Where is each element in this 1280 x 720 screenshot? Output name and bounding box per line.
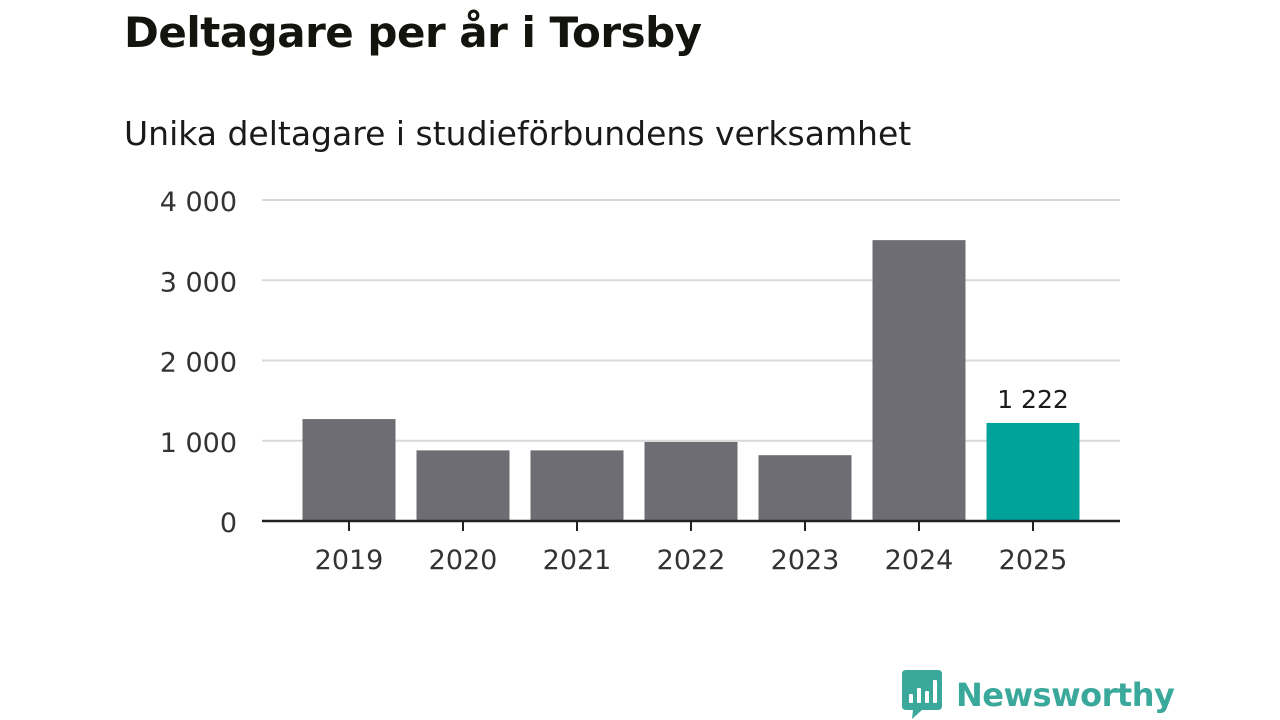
x-tick-label: 2021 xyxy=(543,545,612,576)
x-tick-label: 2019 xyxy=(315,545,384,576)
logo-text: Newsworthy xyxy=(956,676,1175,714)
bar-2023 xyxy=(758,455,852,521)
bar-chart-speech-bubble-icon xyxy=(902,670,942,719)
bar-chart: 0 1 000 2 000 3 000 4 000 2019 2020 2021 2022 202… xyxy=(160,187,1120,576)
x-tick-label: 2024 xyxy=(885,545,954,576)
bar-2019 xyxy=(302,419,396,521)
bar-2025 xyxy=(986,422,1080,521)
bar-2024 xyxy=(872,240,966,521)
x-tick-label: 2020 xyxy=(429,545,498,576)
chart-title: Deltagare per år i Torsby xyxy=(124,8,702,57)
newsworthy-logo: Newsworthy xyxy=(902,670,1175,720)
x-tick-label: 2022 xyxy=(657,545,726,576)
y-tick-label: 0 xyxy=(220,508,237,539)
data-label: 1 222 xyxy=(997,385,1069,414)
y-tick-label: 3 000 xyxy=(160,267,237,298)
x-tick-label: 2023 xyxy=(771,545,840,576)
chart-subtitle: Unika deltagare i studieförbundens verks… xyxy=(124,114,912,153)
bar-2020 xyxy=(416,450,510,521)
y-tick-label: 4 000 xyxy=(160,187,237,218)
y-tick-label: 1 000 xyxy=(160,428,237,459)
bar-2022 xyxy=(644,441,738,521)
y-tick-label: 2 000 xyxy=(160,348,237,379)
bar-2021 xyxy=(530,450,624,521)
x-tick-label: 2025 xyxy=(999,545,1068,576)
